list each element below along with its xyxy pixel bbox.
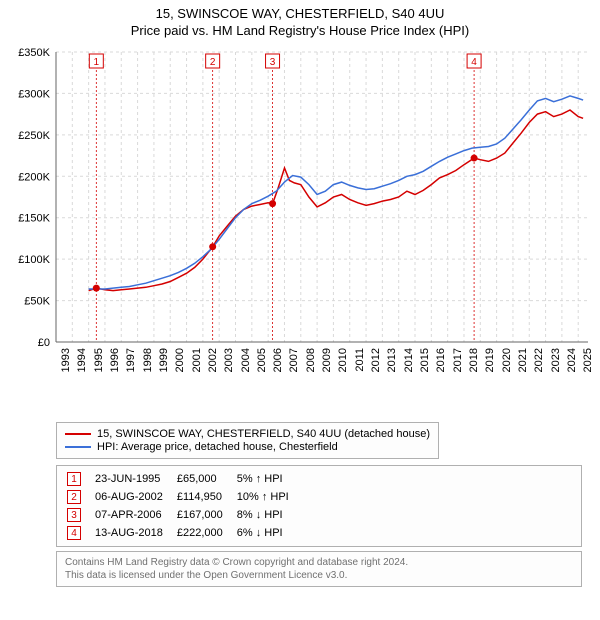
x-tick: 1999 (158, 348, 170, 388)
svg-text:£300K: £300K (18, 88, 50, 100)
x-tick: 2006 (272, 348, 284, 388)
x-tick: 2014 (403, 348, 415, 388)
svg-text:£350K: £350K (18, 47, 50, 59)
x-tick: 2025 (582, 348, 594, 388)
x-tick: 1998 (142, 348, 154, 388)
sale-marker-num: 4 (67, 526, 81, 540)
x-tick: 1994 (76, 348, 88, 388)
x-tick: 2012 (370, 348, 382, 388)
x-tick: 2008 (305, 348, 317, 388)
svg-text:1: 1 (94, 57, 100, 68)
x-tick: 2020 (501, 348, 513, 388)
x-tick: 2015 (419, 348, 431, 388)
sale-marker-num: 3 (67, 508, 81, 522)
x-tick: 2004 (240, 348, 252, 388)
chart-titles: 15, SWINSCOE WAY, CHESTERFIELD, S40 4UU … (8, 6, 592, 38)
sale-date: 23-JUN-1995 (93, 470, 175, 488)
x-tick: 1997 (125, 348, 137, 388)
svg-text:£250K: £250K (18, 130, 50, 142)
footer-attribution: Contains HM Land Registry data © Crown c… (56, 551, 582, 587)
legend-box: 15, SWINSCOE WAY, CHESTERFIELD, S40 4UU … (56, 422, 439, 459)
x-tick: 2019 (484, 348, 496, 388)
sales-row: 1 23-JUN-1995£65,0005% ↑ HPI (65, 470, 301, 488)
svg-text:£100K: £100K (18, 254, 50, 266)
sale-date: 06-AUG-2002 (93, 488, 175, 506)
x-tick: 2002 (207, 348, 219, 388)
svg-text:4: 4 (471, 57, 477, 68)
x-tick: 2017 (452, 348, 464, 388)
sale-date: 13-AUG-2018 (93, 524, 175, 542)
legend-label: 15, SWINSCOE WAY, CHESTERFIELD, S40 4UU … (97, 428, 430, 440)
sale-delta: 8% ↓ HPI (235, 506, 301, 524)
sale-delta: 5% ↑ HPI (235, 470, 301, 488)
x-tick: 2007 (288, 348, 300, 388)
x-tick: 2005 (256, 348, 268, 388)
x-tick: 1996 (109, 348, 121, 388)
svg-text:2: 2 (210, 57, 216, 68)
sale-delta: 10% ↑ HPI (235, 488, 301, 506)
sale-price: £167,000 (175, 506, 235, 524)
x-tick: 2001 (191, 348, 203, 388)
sales-row: 3 07-APR-2006£167,0008% ↓ HPI (65, 506, 301, 524)
x-tick: 1993 (60, 348, 72, 388)
x-tick: 1995 (93, 348, 105, 388)
x-tick: 2009 (321, 348, 333, 388)
sale-date: 07-APR-2006 (93, 506, 175, 524)
x-tick: 2013 (386, 348, 398, 388)
sale-price: £65,000 (175, 470, 235, 488)
x-tick: 2024 (566, 348, 578, 388)
sales-row: 2 06-AUG-2002£114,95010% ↑ HPI (65, 488, 301, 506)
footer-line1: Contains HM Land Registry data © Crown c… (65, 556, 573, 569)
legend-item: 15, SWINSCOE WAY, CHESTERFIELD, S40 4UU … (65, 428, 430, 440)
legend-label: HPI: Average price, detached house, Ches… (97, 441, 338, 453)
sale-price: £222,000 (175, 524, 235, 542)
svg-text:£50K: £50K (24, 296, 50, 308)
line-chart: £0 £50K £100K £150K £200K £250K £300K £350K 1 2 3 4 (8, 42, 592, 382)
sale-price: £114,950 (175, 488, 235, 506)
x-tick: 2016 (435, 348, 447, 388)
legend-swatch (65, 433, 91, 435)
legend-item: HPI: Average price, detached house, Ches… (65, 441, 430, 453)
x-axis-labels: 1993199419951996199719981999200020012002… (8, 382, 592, 416)
sales-row: 4 13-AUG-2018£222,0006% ↓ HPI (65, 524, 301, 542)
x-tick: 2011 (354, 348, 366, 388)
x-tick: 2000 (174, 348, 186, 388)
svg-text:£200K: £200K (18, 171, 50, 183)
footer-line2: This data is licensed under the Open Gov… (65, 569, 573, 582)
x-tick: 2003 (223, 348, 235, 388)
title-address: 15, SWINSCOE WAY, CHESTERFIELD, S40 4UU (8, 6, 592, 21)
title-subtitle: Price paid vs. HM Land Registry's House … (8, 23, 592, 38)
x-tick: 2023 (550, 348, 562, 388)
sales-table: 1 23-JUN-1995£65,0005% ↑ HPI 2 06-AUG-2002£… (56, 465, 582, 547)
x-tick: 2018 (468, 348, 480, 388)
x-tick: 2021 (517, 348, 529, 388)
sale-marker-num: 1 (67, 472, 81, 486)
chart-area: £0 £50K £100K £150K £200K £250K £300K £350K 1 2 3 4… (8, 42, 592, 416)
svg-text:3: 3 (270, 57, 276, 68)
sale-marker-num: 2 (67, 490, 81, 504)
sale-delta: 6% ↓ HPI (235, 524, 301, 542)
x-tick: 2022 (533, 348, 545, 388)
svg-text:£150K: £150K (18, 213, 50, 225)
legend-swatch (65, 446, 91, 448)
svg-text:£0: £0 (38, 337, 50, 349)
x-tick: 2010 (337, 348, 349, 388)
